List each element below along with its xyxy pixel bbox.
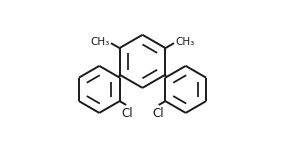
Text: Cl: Cl — [121, 107, 133, 120]
Text: CH₃: CH₃ — [176, 37, 195, 47]
Text: Cl: Cl — [152, 107, 164, 120]
Text: CH₃: CH₃ — [90, 37, 109, 47]
